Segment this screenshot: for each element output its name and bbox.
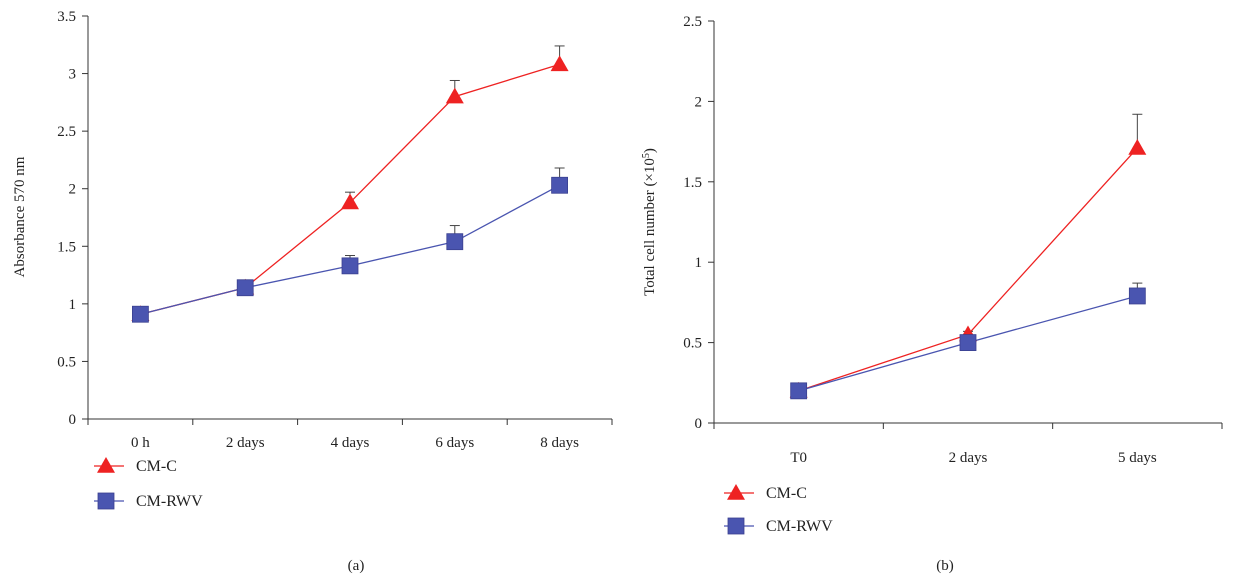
data-point-cm-rwv	[131, 305, 149, 323]
y-axis-title-b: Total cell number (×105)	[641, 148, 659, 296]
data-point-cm-rwv	[959, 334, 977, 352]
legend-marker-cm-c	[97, 457, 115, 473]
data-point-cm-rwv	[341, 257, 359, 275]
y-tick-label-a: 1.5	[57, 239, 76, 255]
legend-marker-cm-rwv	[727, 517, 745, 535]
legend-a: CM-C CM-RWV	[94, 457, 203, 510]
data-point-cm-rwv	[551, 176, 568, 194]
legend-label-cm-c: CM-C	[766, 485, 807, 502]
legend-marker-cm-rwv	[97, 492, 115, 510]
data-point-cm-rwv	[1128, 287, 1146, 305]
data-point-cm-c	[550, 55, 569, 72]
y-tick-label-a: 1	[69, 297, 77, 313]
y-tick-label-a: 3	[69, 67, 77, 83]
y-tick-label-a: 2	[69, 182, 77, 198]
x-tick-label-b: T0	[790, 450, 807, 466]
x-tick-label-b: 5 days	[1118, 450, 1157, 466]
y-tick-label-b: 0.5	[683, 336, 702, 352]
legend-label-cm-rwv: CM-RWV	[136, 493, 203, 510]
y-axis-title-a: Absorbance 570 nm	[12, 156, 28, 277]
data-point-cm-c	[341, 193, 359, 210]
axes-b: 0 0.5 1 1.5 2 2.5 T0 2 days 5 days	[683, 14, 1223, 466]
legend-marker-cm-c	[727, 484, 745, 500]
x-tick-label-a: 4 days	[331, 435, 370, 451]
y-tick-label-a: 0.5	[57, 354, 76, 370]
legend-label-cm-rwv: CM-RWV	[766, 518, 833, 535]
y-tick-label-a: 2.5	[57, 124, 76, 140]
legend-label-cm-c: CM-C	[136, 458, 177, 475]
x-tick-label-a: 6 days	[435, 435, 474, 451]
y-tick-label-b: 2.5	[683, 14, 702, 30]
y-tick-label-b: 1.5	[683, 175, 702, 191]
marks-b	[789, 113, 1147, 400]
y-tick-label-b: 2	[695, 94, 703, 110]
data-point-cm-c	[445, 87, 464, 104]
marks-a	[131, 45, 569, 323]
legend-b: CM-C CM-RWV	[724, 484, 833, 535]
y-tick-label-b: 1	[695, 255, 703, 271]
panel-label-a: (a)	[348, 558, 365, 574]
x-tick-label-a: 0 h	[131, 435, 150, 451]
y-tick-label-a: 0	[69, 412, 77, 428]
chart-panel-b: 0 0.5 1 1.5 2 2.5 T0 2 days 5 days Total cell nu…	[641, 14, 1223, 574]
data-point-cm-rwv	[446, 233, 464, 251]
panel-label-b: (b)	[936, 558, 954, 574]
x-tick-label-b: 2 days	[949, 450, 988, 466]
chart-panel-a: 0 0.5 1 1.5 2 2.5 3 3.5 0 h 2 days 4 days 6 days 8 d…	[12, 9, 613, 574]
x-tick-label-a: 8 days	[540, 435, 579, 451]
data-point-cm-c	[1128, 139, 1147, 155]
y-axis-title-b-sup: 5	[641, 153, 652, 158]
y-tick-label-b: 0	[695, 416, 703, 432]
data-point-cm-rwv	[236, 279, 254, 297]
y-tick-label-a: 3.5	[57, 9, 76, 25]
data-point-cm-rwv	[790, 382, 808, 400]
series-line-cm-c	[140, 63, 560, 315]
axes-a: 0 0.5 1 1.5 2 2.5 3 3.5 0 h 2 days 4 days 6 days 8 d…	[57, 9, 613, 451]
y-axis-title-b-main: Total cell number (×10	[642, 158, 658, 296]
x-tick-label-a: 2 days	[226, 435, 265, 451]
y-axis-title-b-suffix: )	[642, 148, 658, 153]
series-line-cm-c	[798, 147, 1138, 392]
